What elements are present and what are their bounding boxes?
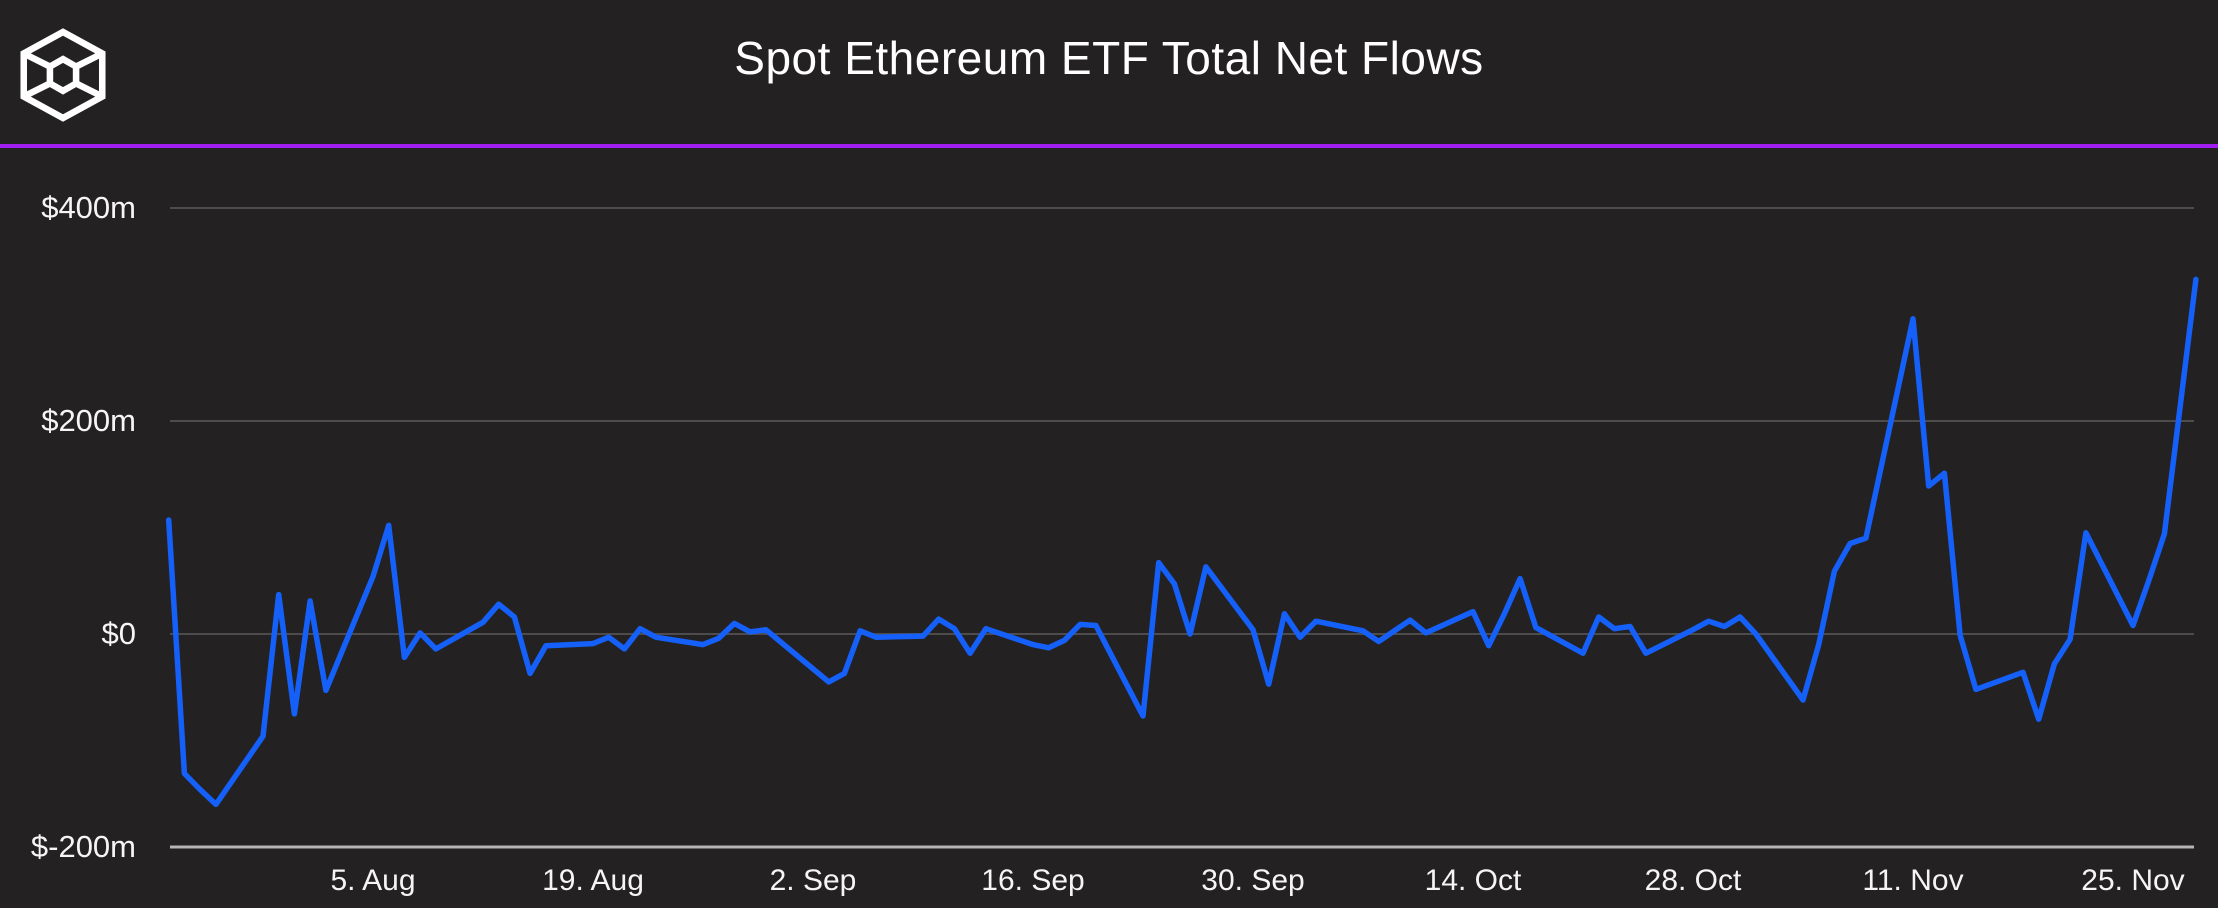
x-tick-label-28-oct: 28. Oct (1644, 864, 1742, 897)
x-tick-label-2-sep: 2. Sep (769, 864, 857, 897)
series-line-total-net-flow-m (165, 276, 2199, 808)
x-tick-label-11-nov: 11. Nov (1862, 864, 1964, 897)
x-tick-label-14-oct: 14. Oct (1424, 864, 1522, 897)
the-block-cube-logo-icon (20, 28, 106, 122)
y-tick-label-0: $0 (101, 616, 136, 651)
x-tick-label-16-sep: 16. Sep (981, 864, 1085, 897)
x-tick-label-30-sep: 30. Sep (1201, 864, 1305, 897)
y-tick-label-200m: $200m (41, 403, 136, 438)
x-tick-label-19-aug: 19. Aug (542, 864, 644, 897)
x-tick-label-5-aug: 5. Aug (330, 864, 416, 897)
accent-divider-line (0, 144, 2218, 148)
chart-title: Spot Ethereum ETF Total Net Flows (734, 32, 1484, 84)
x-tick-label-25-nov: 25. Nov (2081, 864, 2185, 897)
y-tick-label-200m: $-200m (30, 829, 136, 864)
chart-header: Spot Ethereum ETF Total Net Flows (0, 0, 2218, 148)
y-tick-label-400m: $400m (41, 190, 136, 225)
